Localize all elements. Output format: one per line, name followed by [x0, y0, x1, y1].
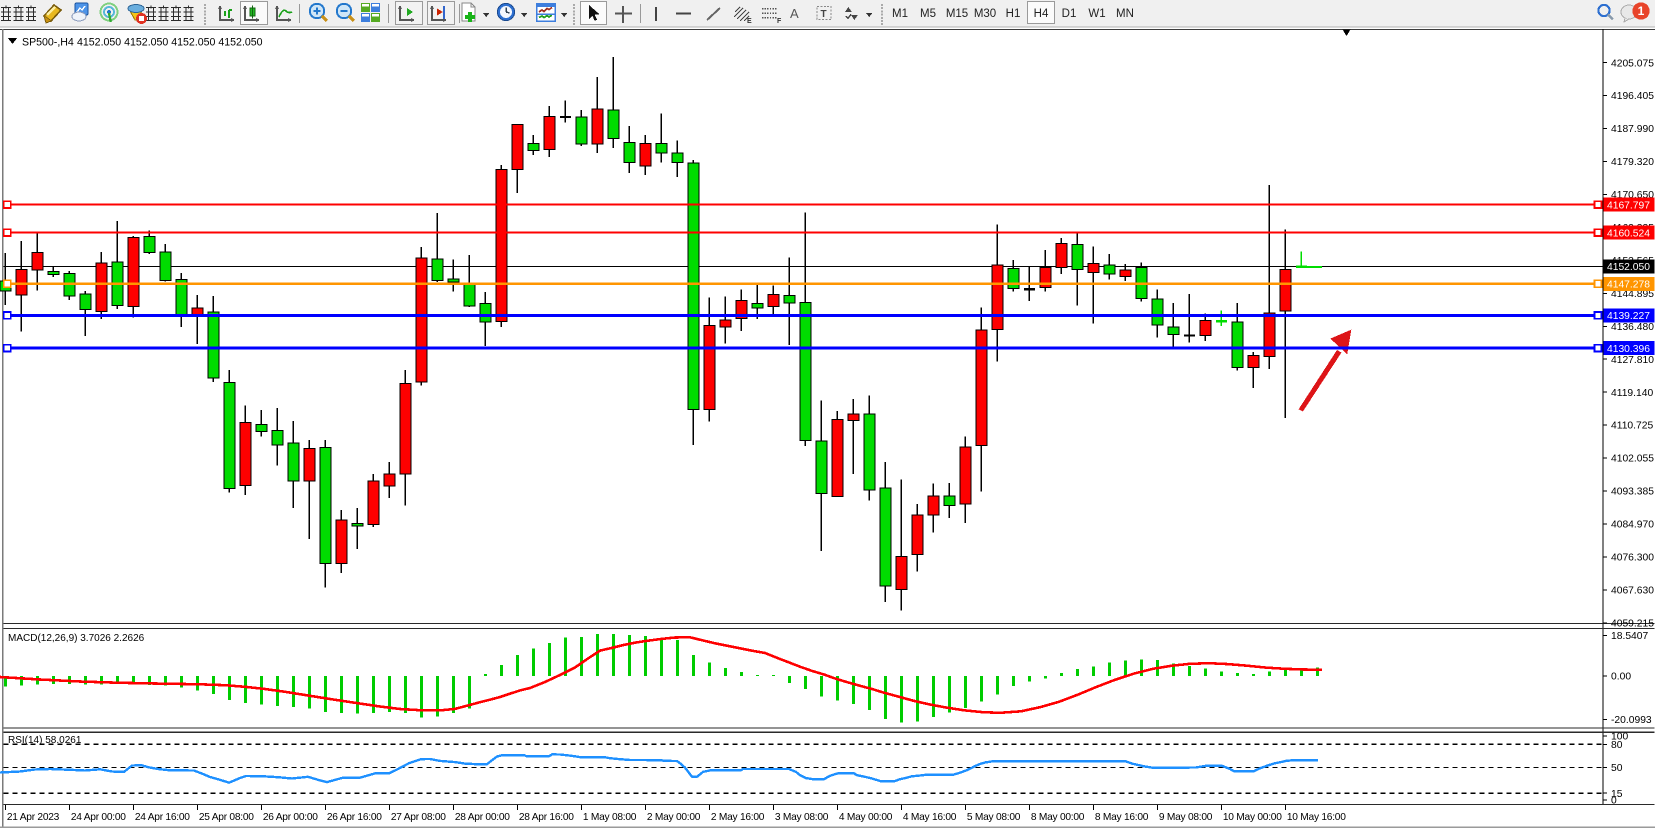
svg-text:50: 50	[1611, 763, 1623, 774]
svg-text:D1: D1	[1062, 8, 1077, 20]
svg-text:26 Apr 16:00: 26 Apr 16:00	[327, 812, 382, 823]
svg-text:15: 15	[1611, 789, 1623, 800]
svg-text:4059.215: 4059.215	[1611, 618, 1654, 629]
svg-text:4170.650: 4170.650	[1611, 190, 1654, 201]
svg-text:100: 100	[1611, 732, 1628, 743]
svg-text:4130.396: 4130.396	[1607, 344, 1650, 355]
svg-text:27 Apr 08:00: 27 Apr 08:00	[391, 812, 446, 823]
svg-text:MN: MN	[1116, 8, 1134, 20]
svg-text:M1: M1	[892, 8, 908, 20]
svg-text:-20.0993: -20.0993	[1611, 715, 1652, 726]
svg-text:4196.405: 4196.405	[1611, 91, 1654, 102]
svg-text:26 Apr 00:00: 26 Apr 00:00	[263, 812, 318, 823]
svg-text:SP500-,H4: SP500-,H4	[22, 37, 74, 49]
svg-text:MACD(12,26,9) 3.7026 2.2626: MACD(12,26,9) 3.7026 2.2626	[8, 633, 145, 644]
svg-text:80: 80	[1611, 740, 1623, 751]
svg-text:10 May 16:00: 10 May 16:00	[1287, 812, 1346, 823]
svg-text:2 May 16:00: 2 May 16:00	[711, 812, 765, 823]
svg-text:H1: H1	[1006, 8, 1021, 20]
svg-text:E: E	[747, 18, 752, 25]
svg-text:0: 0	[1611, 795, 1617, 806]
svg-text:M5: M5	[920, 8, 936, 20]
svg-text:18.5407: 18.5407	[1611, 631, 1648, 642]
svg-text:W1: W1	[1088, 8, 1105, 20]
svg-text:4160.524: 4160.524	[1607, 228, 1650, 239]
svg-text:4152.050: 4152.050	[1607, 262, 1650, 273]
svg-text:RSI(14) 58.0261: RSI(14) 58.0261	[8, 735, 82, 746]
svg-text:28 Apr 16:00: 28 Apr 16:00	[519, 812, 574, 823]
svg-text:4067.630: 4067.630	[1611, 586, 1654, 597]
svg-text:F: F	[777, 18, 782, 25]
svg-text:4139.227: 4139.227	[1607, 311, 1650, 322]
svg-text:4147.278: 4147.278	[1607, 280, 1650, 291]
svg-text:4102.055: 4102.055	[1611, 454, 1654, 465]
svg-text:1 May 08:00: 1 May 08:00	[583, 812, 637, 823]
svg-text:0.00: 0.00	[1611, 671, 1631, 682]
svg-text:9 May 08:00: 9 May 08:00	[1159, 812, 1213, 823]
svg-text:4136.480: 4136.480	[1611, 322, 1654, 333]
svg-text:M15: M15	[946, 8, 968, 20]
svg-text:4127.810: 4127.810	[1611, 355, 1654, 366]
svg-text:4093.385: 4093.385	[1611, 487, 1654, 498]
svg-text:4167.797: 4167.797	[1607, 200, 1650, 211]
svg-text:1: 1	[1638, 4, 1645, 18]
svg-text:24 Apr 16:00: 24 Apr 16:00	[135, 812, 190, 823]
svg-text:4 May 16:00: 4 May 16:00	[903, 812, 957, 823]
svg-text:4110.725: 4110.725	[1611, 421, 1653, 432]
svg-text:4152.050 4152.050 4152.050 415: 4152.050 4152.050 4152.050 4152.050	[77, 37, 263, 49]
svg-text:M30: M30	[974, 8, 996, 20]
svg-text:4205.075: 4205.075	[1611, 58, 1654, 69]
svg-text:T: T	[821, 9, 827, 20]
svg-text:4119.140: 4119.140	[1611, 388, 1653, 399]
svg-text:2 May 00:00: 2 May 00:00	[647, 812, 701, 823]
svg-text:4179.320: 4179.320	[1611, 157, 1654, 168]
svg-text:4084.970: 4084.970	[1611, 520, 1654, 531]
svg-text:10 May 00:00: 10 May 00:00	[1223, 812, 1282, 823]
svg-text:21 Apr 2023: 21 Apr 2023	[7, 812, 60, 823]
svg-text:5 May 08:00: 5 May 08:00	[967, 812, 1021, 823]
svg-text:28 Apr 00:00: 28 Apr 00:00	[455, 812, 510, 823]
svg-text:4144.895: 4144.895	[1611, 289, 1654, 300]
svg-text:25 Apr 08:00: 25 Apr 08:00	[199, 812, 254, 823]
svg-text:8 May 00:00: 8 May 00:00	[1031, 812, 1085, 823]
svg-text:3 May 08:00: 3 May 08:00	[775, 812, 829, 823]
svg-text:H4: H4	[1034, 8, 1049, 20]
svg-text:4 May 00:00: 4 May 00:00	[839, 812, 893, 823]
svg-text:4187.990: 4187.990	[1611, 124, 1654, 135]
svg-text:4076.300: 4076.300	[1611, 553, 1654, 564]
svg-text:8 May 16:00: 8 May 16:00	[1095, 812, 1149, 823]
svg-text:24 Apr 00:00: 24 Apr 00:00	[71, 812, 126, 823]
svg-text:A: A	[790, 6, 799, 21]
